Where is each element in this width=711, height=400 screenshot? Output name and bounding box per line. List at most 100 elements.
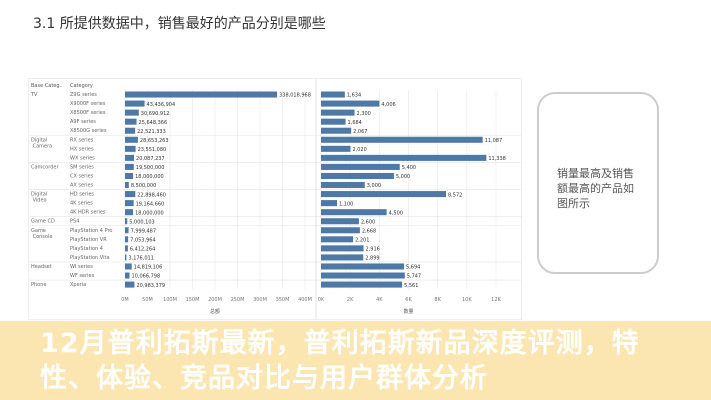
data-label: 7,053,964 <box>130 238 155 244</box>
bar <box>321 182 365 189</box>
tick-label: 150M <box>186 297 200 303</box>
data-label: 20,087,237 <box>136 156 165 162</box>
tick-label: 200M <box>208 297 222 303</box>
category-label: X8500G series <box>70 128 107 134</box>
bar <box>321 172 394 179</box>
slide-title: 3.1 所提供数据中，销售最好的产品分别是哪些 <box>33 16 326 32</box>
tick-label: 8K <box>434 297 441 303</box>
bar <box>321 109 355 116</box>
bar <box>321 200 338 207</box>
tick-label: 100M <box>163 297 177 303</box>
bar <box>125 218 128 225</box>
category-label: PlayStation VR <box>70 237 107 243</box>
category-label: WX series <box>70 155 95 161</box>
base-category-label: Digital Camera <box>31 137 52 149</box>
data-label: 19,164,660 <box>136 201 165 207</box>
base-category-label: Game CD <box>31 219 55 225</box>
data-label: 5,400 <box>402 165 416 171</box>
data-label: 23,551,080 <box>138 147 167 153</box>
category-label: PlayStation 4 <box>70 246 103 252</box>
bar <box>125 91 278 98</box>
data-label: 30,690,912 <box>141 111 170 117</box>
bar <box>125 227 129 234</box>
bar <box>321 91 345 98</box>
data-label: 3,176,011 <box>128 256 153 262</box>
bar <box>125 191 136 198</box>
bar <box>321 236 354 243</box>
header-category: Category <box>70 83 93 89</box>
bar <box>125 163 134 170</box>
base-category-label: Game Console <box>31 228 52 240</box>
bar <box>125 145 136 152</box>
tick-label: 4K <box>376 297 383 303</box>
bar <box>321 209 387 216</box>
data-label: 25,648,366 <box>139 120 168 126</box>
data-label: 2,300 <box>357 111 371 117</box>
bar <box>321 272 405 279</box>
data-label: 5,000,103 <box>129 219 154 225</box>
data-label: 5,694 <box>406 265 420 271</box>
base-category-label: TV <box>30 92 38 98</box>
data-label: 11,338 <box>488 156 506 162</box>
tick-label: 350M <box>276 297 290 303</box>
data-label: 2,916 <box>366 247 380 253</box>
bar <box>321 218 359 225</box>
tick-label: 12K <box>491 297 501 303</box>
bar <box>125 182 129 189</box>
bar <box>125 236 129 243</box>
data-label: 18,000,000 <box>135 174 164 180</box>
category-label: WI series <box>70 264 93 270</box>
category-label: X8500F series <box>70 110 106 116</box>
category-label: HX series <box>70 146 94 152</box>
bar <box>321 254 364 261</box>
category-label: 4K HDR series <box>70 210 106 216</box>
category-label: PlayStation Vita <box>70 255 110 261</box>
bar <box>125 118 137 125</box>
category-label: AX series <box>70 183 94 189</box>
bar <box>321 227 360 234</box>
data-label: 10,066,798 <box>132 274 161 280</box>
base-category-label: Headset <box>31 264 52 270</box>
category-label: WF series <box>70 273 95 279</box>
bar <box>321 245 364 252</box>
category-label: Xperia <box>70 282 86 288</box>
bar <box>125 254 127 261</box>
category-label: SM series <box>70 164 94 170</box>
bar-chart: Base Categ.. Category TV Digital Camera Camc… <box>29 79 521 319</box>
data-label: 14,819,106 <box>134 265 163 271</box>
data-label: 18,000,000 <box>135 210 164 216</box>
data-label: 1,634 <box>347 93 361 99</box>
tick-label: 50M <box>142 297 153 303</box>
bar <box>321 100 380 107</box>
category-label: PlayStation 4 Pro <box>70 228 113 234</box>
bar <box>321 263 405 270</box>
data-label: 5,000 <box>396 174 410 180</box>
category-label: PS4 <box>70 219 79 225</box>
article-banner: 12月普利拓斯最新，普利拓斯新品深度评测，特性、体验、竞品对比与用户群体分析 <box>0 321 711 400</box>
bar <box>125 154 135 161</box>
bar <box>125 263 132 270</box>
base-category-label: Camcorder <box>31 164 59 170</box>
bar <box>321 127 352 134</box>
bar <box>125 172 134 179</box>
base-category-label: Digital Video <box>31 192 47 204</box>
data-label: 22,898,460 <box>137 192 166 198</box>
bar <box>125 109 139 116</box>
category-label: CX series <box>70 173 94 179</box>
tick-label: 0M <box>121 297 129 303</box>
data-label: 5,561 <box>404 283 418 289</box>
data-label: 1,684 <box>348 120 362 126</box>
banner-title: 12月普利拓斯最新，普利拓斯新品深度评测，特性、体验、竞品对比与用户群体分析 <box>40 328 640 394</box>
data-label: 7,999,487 <box>131 228 156 234</box>
bar <box>321 136 483 143</box>
bar <box>321 145 351 152</box>
bar <box>321 118 346 125</box>
category-label: X9000F series <box>70 101 106 107</box>
axis-label: 总额 <box>210 308 220 315</box>
category-label: Z9G series <box>70 92 97 98</box>
data-label: 4,500 <box>389 210 403 216</box>
data-label: 28,653,263 <box>140 138 169 144</box>
data-label: 1,100 <box>339 201 353 207</box>
bar <box>125 100 145 107</box>
category-label: A9F series <box>70 119 96 125</box>
